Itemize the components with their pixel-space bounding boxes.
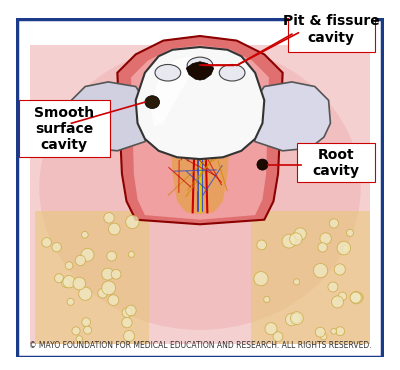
Circle shape [72, 327, 80, 335]
Polygon shape [70, 82, 150, 151]
Circle shape [282, 234, 296, 248]
FancyBboxPatch shape [288, 9, 374, 52]
Circle shape [79, 287, 92, 300]
Circle shape [63, 276, 75, 288]
Circle shape [350, 292, 361, 303]
Circle shape [81, 248, 94, 261]
Circle shape [122, 308, 132, 317]
Circle shape [329, 219, 338, 228]
Circle shape [290, 233, 302, 245]
Circle shape [294, 279, 300, 285]
Circle shape [62, 279, 70, 287]
Circle shape [54, 274, 64, 283]
Circle shape [124, 330, 134, 342]
FancyBboxPatch shape [19, 100, 110, 157]
Circle shape [126, 305, 136, 316]
Circle shape [98, 288, 108, 298]
Circle shape [331, 329, 336, 334]
Circle shape [356, 293, 363, 301]
Circle shape [328, 282, 338, 292]
Polygon shape [168, 47, 232, 214]
Circle shape [338, 292, 346, 300]
Circle shape [104, 213, 114, 223]
Circle shape [128, 251, 134, 258]
Circle shape [336, 327, 344, 336]
Circle shape [126, 215, 139, 229]
Circle shape [122, 317, 132, 328]
Circle shape [318, 243, 327, 252]
Ellipse shape [145, 96, 160, 108]
Polygon shape [30, 45, 370, 344]
Circle shape [286, 313, 298, 326]
Circle shape [290, 312, 303, 324]
Circle shape [84, 326, 92, 334]
Circle shape [108, 295, 119, 306]
Circle shape [314, 263, 328, 278]
Polygon shape [35, 211, 150, 344]
Polygon shape [186, 62, 214, 80]
Polygon shape [131, 45, 269, 220]
Ellipse shape [257, 159, 268, 170]
Circle shape [320, 333, 327, 340]
Circle shape [294, 228, 306, 240]
Circle shape [65, 262, 73, 269]
Circle shape [82, 318, 90, 326]
Circle shape [82, 231, 88, 238]
Text: Pit & fissure
cavity: Pit & fissure cavity [283, 14, 380, 45]
Circle shape [346, 229, 354, 236]
Circle shape [111, 269, 121, 279]
Circle shape [102, 268, 114, 280]
Circle shape [107, 251, 116, 261]
Circle shape [67, 298, 74, 305]
Circle shape [292, 313, 301, 323]
Polygon shape [117, 36, 283, 224]
Circle shape [52, 242, 61, 252]
Circle shape [315, 327, 325, 337]
Circle shape [334, 264, 345, 275]
Ellipse shape [187, 57, 213, 74]
Circle shape [273, 332, 283, 342]
Circle shape [254, 272, 268, 286]
Circle shape [76, 336, 82, 342]
Polygon shape [250, 82, 330, 151]
Ellipse shape [155, 64, 181, 81]
Circle shape [320, 233, 331, 244]
Ellipse shape [219, 64, 245, 81]
Circle shape [350, 292, 362, 304]
Polygon shape [136, 47, 264, 159]
Circle shape [75, 255, 86, 266]
Circle shape [264, 296, 270, 303]
FancyBboxPatch shape [297, 144, 374, 182]
Circle shape [342, 245, 349, 252]
Ellipse shape [39, 45, 361, 330]
Circle shape [332, 296, 344, 308]
Text: Smooth
surface
cavity: Smooth surface cavity [34, 105, 94, 152]
Circle shape [265, 323, 277, 335]
Circle shape [102, 281, 116, 295]
Text: © MAYO FOUNDATION FOR MEDICAL EDUCATION AND RESEARCH. ALL RIGHTS RESERVED.: © MAYO FOUNDATION FOR MEDICAL EDUCATION … [29, 341, 371, 350]
Circle shape [42, 238, 52, 247]
Circle shape [257, 240, 266, 250]
Circle shape [108, 223, 120, 235]
Circle shape [337, 241, 351, 255]
Circle shape [73, 277, 86, 290]
Text: Root
cavity: Root cavity [312, 148, 360, 178]
Polygon shape [151, 56, 196, 126]
Polygon shape [250, 211, 370, 344]
